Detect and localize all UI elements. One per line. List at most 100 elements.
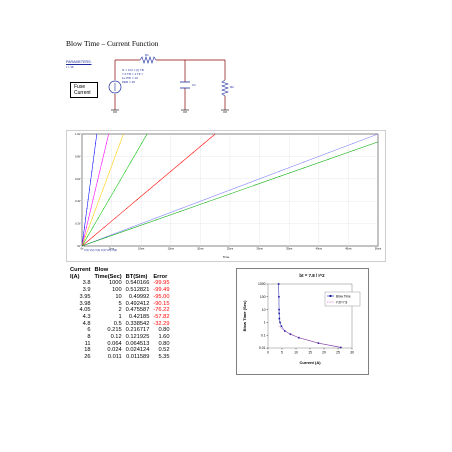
chart-x-label: Current (A): [299, 360, 321, 365]
plot-trace-marker: [91, 170, 93, 172]
chart-point: [278, 308, 280, 311]
plot-trace-marker: [88, 189, 90, 191]
plot-trace-marker: [180, 208, 182, 210]
parameters-value: I = 16: [66, 65, 74, 69]
col-header-current: Current I(A): [70, 267, 91, 280]
cell-blow-time: 100: [112, 287, 122, 294]
chart-point: [277, 283, 280, 285]
table-row: 26 0.011 0.011589 5.35: [68, 354, 172, 361]
plot-trace-marker: [114, 189, 116, 191]
plot-trace-marker: [86, 208, 88, 210]
plot-trace-marker: [82, 236, 84, 238]
plot-trace-marker: [105, 180, 107, 182]
chart-y-tick-label: 0.1: [261, 333, 266, 337]
plot-trace-marker: [159, 180, 161, 182]
table-row: 3.95 10 0.49992 -95.00: [68, 294, 172, 301]
chart-y-tick-label: 10: [262, 308, 266, 312]
fuse-current-box: Fuse Current: [70, 82, 98, 98]
cell-error: -76.22: [153, 307, 170, 314]
cell-bt-sim: 0.064513: [125, 340, 150, 347]
cell-blow-time: 10: [115, 293, 122, 300]
chart-point: [298, 336, 300, 339]
plot-trace-marker: [303, 161, 305, 163]
plot-y-tick-label: 0.4V: [75, 199, 81, 203]
plot-trace-marker: [203, 142, 205, 144]
plot-trace-marker: [141, 142, 143, 144]
cell-bt-sim: 0.540166: [125, 280, 150, 287]
cell-blow-time: 5: [118, 300, 122, 307]
cell-error: -90.15: [153, 300, 170, 307]
plot-traces: [81, 133, 379, 247]
plot-x-tick-label: 45ms: [345, 247, 352, 251]
plot-x-tick-label: 10ms: [138, 247, 145, 251]
plot-trace-marker: [109, 170, 111, 172]
plot-x-label: Time: [223, 255, 230, 259]
source-parameters: I1 = 0 I2 = {I} TD = 0 TR = 1 TF = 1u PW…: [122, 68, 144, 84]
table-header-row: Current I(A) Blow Time(Sec) BT(Sim) Error: [68, 267, 172, 280]
plot-trace-marker: [90, 208, 92, 210]
chart-title: bt = 7.8 / I^2: [299, 273, 325, 278]
plot-x-tick-label: 30ms: [256, 247, 263, 251]
plot-x-tick-label: 20ms: [197, 247, 204, 251]
cell-current: 3.9: [82, 287, 91, 294]
chart-y-label: Blow Time (Sec): [242, 300, 247, 331]
cell-blow-time: 0.215: [107, 327, 122, 334]
plot-trace-marker: [204, 198, 206, 200]
plot-trace-marker: [106, 236, 108, 238]
cell-bt-sim: 0.42185: [128, 313, 150, 320]
plot-trace-marker: [119, 142, 121, 144]
cell-blow-time: 0.011: [107, 354, 122, 361]
fuse-label: Fuse: [74, 84, 86, 90]
cell-bt-sim: 0.475587: [125, 307, 150, 314]
plot-trace-marker: [95, 142, 97, 144]
plot-y-tick-label: 0V: [77, 244, 80, 248]
cell-current: 4.05: [79, 307, 91, 314]
chart-y-tick-label: 0.01: [259, 346, 266, 350]
parameters-label: PARAMETERS:: [66, 60, 92, 64]
cell-current: 4.3: [82, 313, 91, 320]
plot-trace-marker: [95, 208, 97, 210]
legend-blow-time: Blow Time: [336, 294, 351, 298]
plot-trace-marker: [108, 198, 110, 200]
cell-blow-time: 2: [118, 307, 122, 314]
plot-x-tick-label: 15ms: [168, 247, 175, 251]
plot-trace-marker: [181, 161, 183, 163]
chart-x-tick-label: 0: [267, 351, 269, 355]
plot-trace-marker: [106, 236, 108, 238]
resistor-r2-label: R2: [230, 85, 234, 89]
chart-point: [278, 317, 281, 320]
cell-current: 26: [84, 354, 91, 361]
plot-trace-marker: [254, 180, 256, 182]
plot-trace-marker: [85, 217, 87, 219]
plot-trace-marker: [91, 217, 93, 219]
plot-trace-marker: [93, 152, 95, 154]
plot-legend: V(1) V(2) V(3) V(4) V(5) V(6): [84, 248, 117, 252]
chart-series-line: [278, 283, 341, 348]
table-row: 18 0.024 0.024124 0.52: [68, 347, 172, 354]
plot-trace-marker: [155, 219, 157, 221]
cell-error: -99.49: [153, 287, 170, 294]
chart-point: [278, 296, 280, 298]
plot-trace-marker: [130, 226, 132, 228]
plot-trace-marker: [102, 189, 104, 191]
plot-trace-marker: [192, 152, 194, 154]
capacitor-label: C1: [192, 83, 196, 87]
cell-error: -95.00: [153, 293, 170, 300]
table-row: 4.8 0.5 0.338542 -32.29: [68, 321, 172, 328]
plot-trace-marker: [148, 189, 150, 191]
plot-x-ticks: 0s 5ms 10ms 15ms 20ms 25ms 30ms 35ms 40ms 45ms 50m…: [81, 247, 382, 251]
cell-error: 0.80: [158, 340, 170, 347]
plot-trace-marker: [88, 226, 90, 228]
plot-trace-marker: [125, 208, 127, 210]
cell-error: 5.35: [158, 354, 170, 361]
cell-bt-sim: 0.121925: [125, 334, 150, 341]
ground-icons: [111, 109, 229, 113]
plot-trace-marker: [130, 161, 132, 163]
cell-current: 8: [87, 334, 91, 341]
table-row: 3.98 5 0.492412 -90.15: [68, 301, 172, 308]
cell-blow-time: 0.064: [107, 340, 122, 347]
plot-trace-marker: [105, 142, 107, 144]
plot-trace-marker: [112, 161, 114, 163]
plot-trace-marker: [101, 161, 103, 163]
cell-error: -99.95: [153, 280, 170, 287]
